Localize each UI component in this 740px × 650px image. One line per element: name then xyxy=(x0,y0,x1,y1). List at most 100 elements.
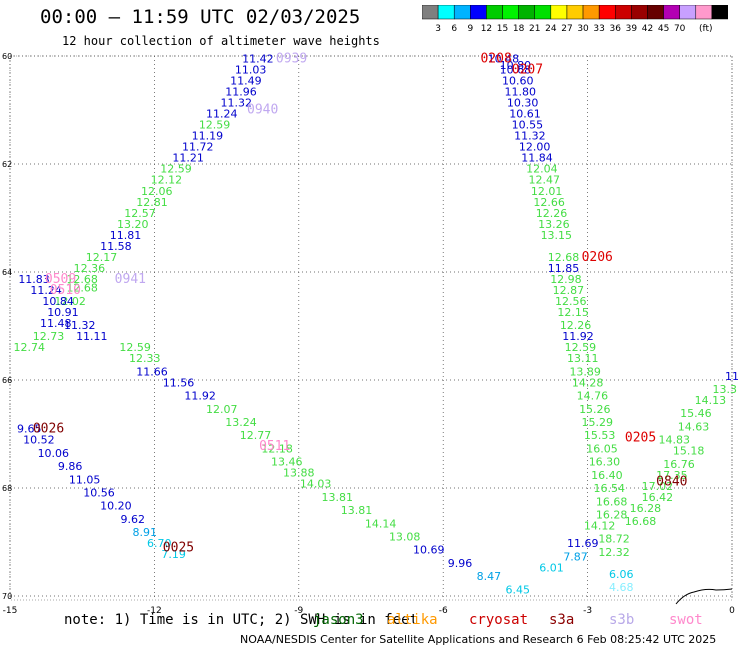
wave-height-label: 12.17 xyxy=(86,251,118,264)
wave-height-label: 13.3 xyxy=(713,383,738,396)
wave-height-label: 16.76 xyxy=(663,458,695,471)
wave-height-label: 10.84 xyxy=(42,295,74,308)
legend-label: 70 xyxy=(674,24,686,34)
wave-height-label: 11.66 xyxy=(136,365,168,378)
wave-height-label: 12.01 xyxy=(531,185,563,198)
longitude-tick-label: -9 xyxy=(294,606,303,616)
wave-height-label: 12.26 xyxy=(536,207,568,220)
wave-height-label: 12.59 xyxy=(565,341,597,354)
wave-height-label: 8.91 xyxy=(133,526,158,539)
wave-height-label: 10.56 xyxy=(83,486,115,499)
wave-height-label: 13.24 xyxy=(225,416,257,429)
wave-height-label: 11.83 xyxy=(18,273,50,286)
wave-height-label: 17.35 xyxy=(656,469,688,482)
wave-height-label: 12.59 xyxy=(160,163,192,176)
wave-height-label: 12.06 xyxy=(141,185,173,198)
wave-height-label: 10.69 xyxy=(413,544,445,557)
wave-height-label: 10.48 xyxy=(488,53,520,66)
wave-height-label: 11.92 xyxy=(184,390,216,403)
wave-height-label: 10.06 xyxy=(38,447,70,460)
legend-label: 6 xyxy=(451,24,457,34)
wave-height-label: 12.02 xyxy=(54,295,86,308)
wave-height-label: 9.96 xyxy=(448,557,473,570)
wave-height-label: 13.15 xyxy=(541,229,573,242)
longitude-tick-label: -3 xyxy=(583,606,592,616)
wave-height-label: 10.30 xyxy=(507,97,539,110)
note-text: note: 1) Time is in UTC; 2) SWH is in fe… xyxy=(64,612,419,628)
wave-height-label: 12.47 xyxy=(529,174,561,187)
wave-height-label: 11.19 xyxy=(192,130,224,143)
wave-height-label: 11 xyxy=(725,370,739,383)
pass-time-label: 0941 xyxy=(115,272,146,287)
wave-height-label: 12.59 xyxy=(199,119,231,132)
wave-height-label: 13.89 xyxy=(569,365,601,378)
wave-height-label: 11.48 xyxy=(40,317,72,330)
wave-height-label: 14.03 xyxy=(300,478,332,491)
wave-height-label: 16.42 xyxy=(642,491,674,504)
wave-height-label: 13.11 xyxy=(567,352,599,365)
wave-height-label: 14.28 xyxy=(572,376,604,389)
wave-height-label: 13.81 xyxy=(341,504,373,517)
longitude-tick-label: 0 xyxy=(729,606,735,616)
wave-height-label: 12.59 xyxy=(119,341,151,354)
wave-height-label: 11.24 xyxy=(206,108,238,121)
latitude-tick-label: 66 xyxy=(2,376,12,385)
pass-time-label: 0510 xyxy=(50,283,81,298)
satellite-s3a: s3a xyxy=(549,612,575,628)
wave-height-label: 11.42 xyxy=(242,53,274,66)
legend-label: 39 xyxy=(626,24,638,34)
wave-height-label: 7.19 xyxy=(161,548,186,561)
wave-height-label: 13.81 xyxy=(322,491,354,504)
legend-swatch xyxy=(711,5,728,20)
wave-height-label: 12.36 xyxy=(74,262,106,275)
wave-height-label: 12.00 xyxy=(519,141,551,154)
pass-time-label: 0025 xyxy=(163,541,194,556)
wave-height-label: 14.63 xyxy=(678,420,710,433)
longitude-tick-label: -6 xyxy=(439,606,448,616)
wave-height-label: 11.56 xyxy=(163,376,195,389)
wave-height-label: 11.05 xyxy=(69,473,101,486)
wave-height-label: 12.18 xyxy=(261,442,293,455)
legend-label: 12 xyxy=(481,24,492,34)
wave-height-label: 12.68 xyxy=(66,273,98,286)
pass-time-label: 0205 xyxy=(625,430,656,445)
wave-height-label: 11.72 xyxy=(182,141,214,154)
wave-height-label: 15.18 xyxy=(673,445,705,458)
legend-label: 33 xyxy=(593,24,604,34)
wave-height-label: 11.11 xyxy=(76,330,108,343)
footer-credit: NOAA/NESDIS Center for Satellite Applica… xyxy=(240,633,717,646)
wave-height-label: 14.83 xyxy=(658,434,690,447)
wave-height-label: 9.86 xyxy=(58,460,83,473)
wave-height-label: 13.88 xyxy=(283,467,315,480)
wave-height-label: 13.46 xyxy=(271,456,303,469)
wave-height-label: 16.40 xyxy=(591,469,623,482)
wave-height-label: 15.53 xyxy=(584,429,616,442)
legend-label: 21 xyxy=(529,24,540,34)
wave-height-label: 16.54 xyxy=(594,482,626,495)
pass-time-label: 0940 xyxy=(247,102,278,117)
legend-label: 45 xyxy=(658,24,669,34)
color-legend: 3 6 9 12 15 18 21 24 27 30 33 36 39 42 45 70 (ft) xyxy=(422,5,728,34)
legend-label: 15 xyxy=(497,24,508,34)
wave-height-label: 12.56 xyxy=(555,295,587,308)
map-title: 00:00 – 11:59 UTC 02/03/2025 xyxy=(40,6,361,28)
wave-height-label: 11.69 xyxy=(567,537,599,550)
satellite-s3b: s3b xyxy=(609,612,635,628)
wave-height-label: 12.68 xyxy=(66,282,98,295)
wave-height-label: 11.80 xyxy=(504,86,536,99)
wave-height-label: 12.98 xyxy=(550,273,582,286)
legend-label: 42 xyxy=(642,24,653,34)
wave-height-label: 10.52 xyxy=(23,434,55,447)
wave-height-label: 8.47 xyxy=(477,570,502,583)
wave-height-label: 10.60 xyxy=(502,75,534,88)
satellite-swot: swot xyxy=(669,612,703,628)
wave-height-label: 12.74 xyxy=(14,341,46,354)
wave-height-label: 16.28 xyxy=(630,502,662,515)
wave-height-label: 6.06 xyxy=(609,568,634,581)
wave-height-label: 10.55 xyxy=(512,119,544,132)
wave-height-label: 7.87 xyxy=(563,550,588,563)
coastline xyxy=(675,588,733,605)
latitude-tick-label: 68 xyxy=(2,484,12,493)
wave-height-label: 13.20 xyxy=(117,218,149,231)
